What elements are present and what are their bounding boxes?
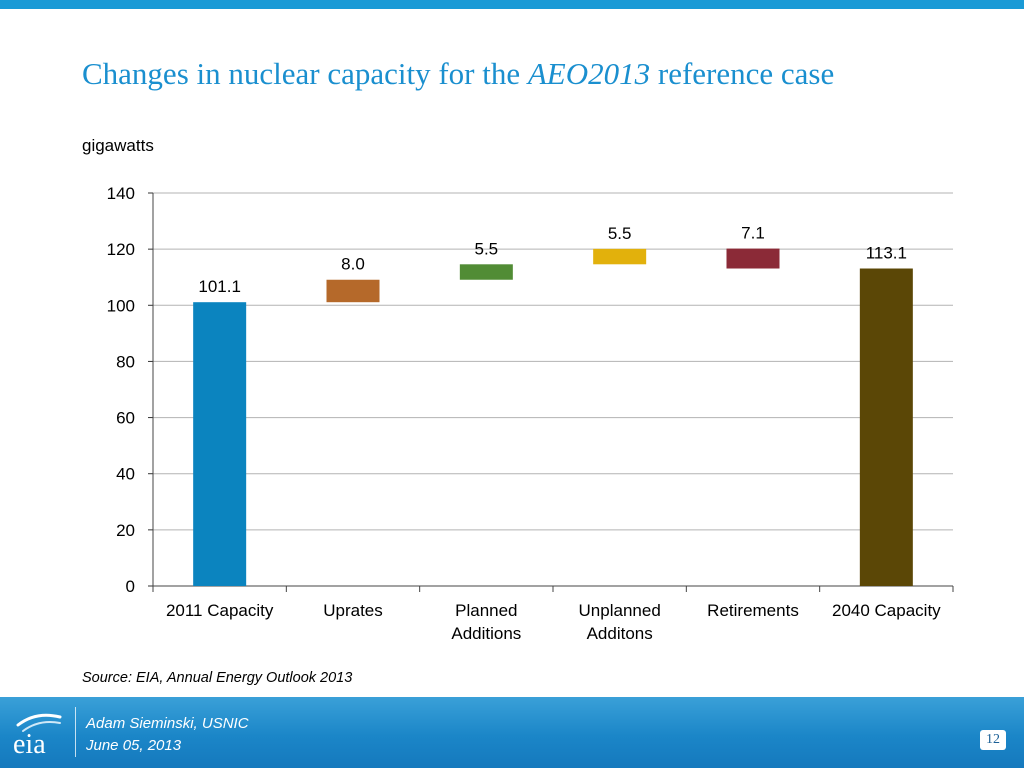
bar-value-label: 8.0 (341, 255, 365, 274)
eia-logo-text: eia (13, 729, 46, 759)
x-category-label: Additons (587, 624, 653, 643)
unit-label: gigawatts (82, 136, 154, 155)
page-number: 12 (980, 730, 1006, 750)
y-tick-label: 20 (116, 521, 135, 540)
waterfall-chart: 0 20 40 60 80 100 120 140 101.1 2011 Capacity 8.0 U… (107, 184, 954, 643)
y-tick-label: 40 (116, 465, 135, 484)
top-accent-bar (0, 0, 1024, 9)
bar (326, 279, 380, 303)
x-category-label: Retirements (707, 601, 799, 620)
y-tick-label: 140 (107, 184, 135, 203)
x-category-label: Unplanned (579, 601, 661, 620)
bar-value-label: 7.1 (741, 224, 765, 243)
y-tick-label: 100 (107, 296, 135, 315)
y-tick-label: 120 (107, 240, 135, 259)
source-note: Source: EIA, Annual Energy Outlook 2013 (82, 670, 353, 686)
x-category-label: Planned (455, 601, 517, 620)
x-category-label: Uprates (323, 601, 383, 620)
x-category-label: Additions (451, 624, 521, 643)
slide-title: Changes in nuclear capacity for the AEO2… (82, 56, 834, 92)
bar (593, 248, 647, 265)
bar (193, 302, 247, 586)
footer-bar: eia Adam Sieminski, USNIC June 05, 2013 (0, 697, 1024, 768)
title-italic: AEO2013 (527, 56, 651, 91)
bar (459, 264, 513, 280)
bar-value-label: 5.5 (475, 239, 499, 258)
title-prefix: Changes in nuclear capacity for the (82, 56, 528, 91)
bar (859, 268, 913, 586)
eia-logo: eia (13, 713, 62, 759)
presentation-date: June 05, 2013 (86, 737, 182, 754)
x-category-label: 2040 Capacity (832, 601, 941, 620)
presenter-name: Adam Sieminski, USNIC (86, 715, 249, 732)
bar (726, 248, 780, 269)
y-tick-label: 0 (126, 577, 135, 596)
x-category-label: 2011 Capacity (166, 601, 274, 620)
bar-value-label: 113.1 (866, 244, 907, 263)
title-suffix: reference case (650, 56, 835, 91)
y-tick-label: 80 (116, 352, 135, 371)
logo-divider (75, 707, 76, 757)
bar-value-label: 101.1 (198, 277, 241, 296)
y-tick-label: 60 (116, 409, 135, 428)
bar-value-label: 5.5 (608, 224, 632, 243)
